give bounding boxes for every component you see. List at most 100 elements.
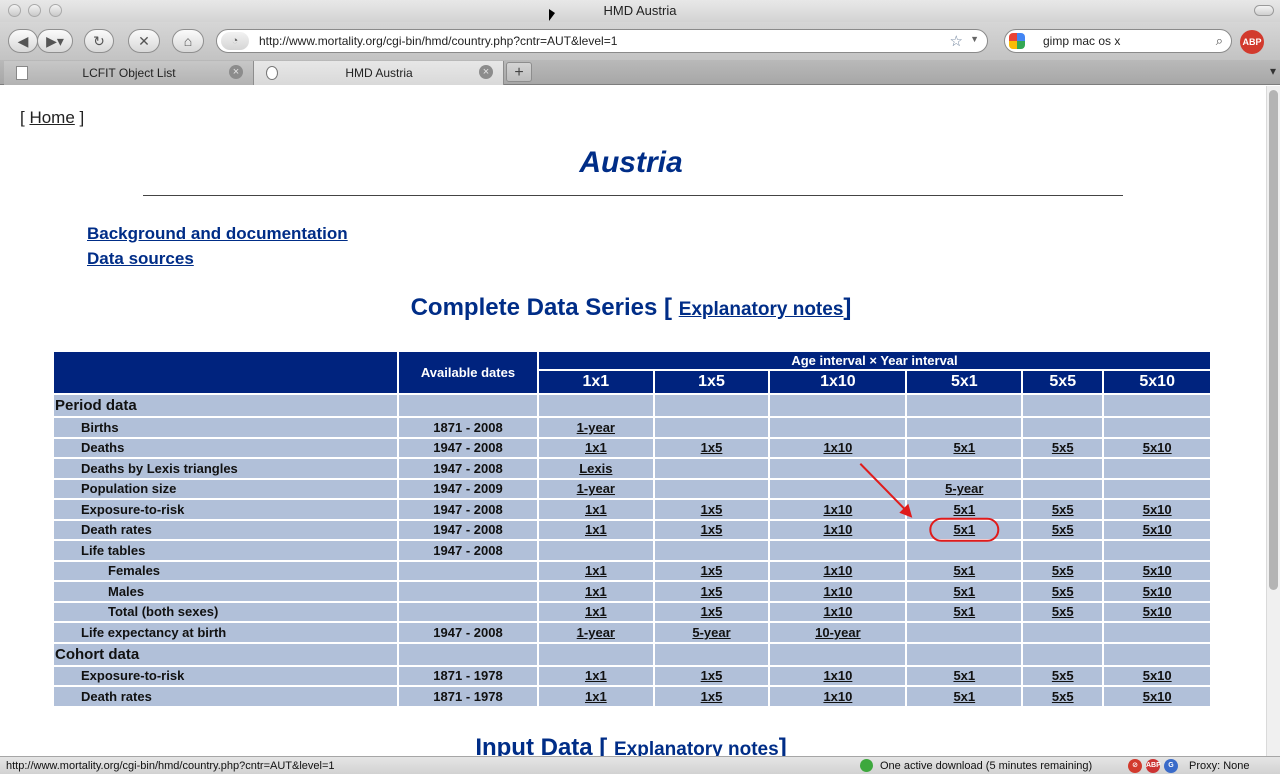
data-link[interactable]: 5x1: [953, 583, 976, 599]
data-cell: 5x10: [1104, 500, 1210, 519]
data-link[interactable]: 5x5: [1051, 501, 1074, 517]
adblock-plus-icon[interactable]: ABP: [1240, 30, 1264, 54]
data-link[interactable]: 10-year: [815, 624, 861, 640]
input-explanatory-notes-link[interactable]: Explanatory notes: [613, 739, 779, 756]
data-link[interactable]: 1x10: [823, 668, 853, 684]
data-link[interactable]: 5x10: [1142, 668, 1172, 684]
close-tab-icon[interactable]: ×: [479, 65, 493, 79]
tab-hmd-austria[interactable]: HMD Austria ×: [254, 61, 504, 85]
data-link[interactable]: 1x1: [584, 522, 607, 538]
data-link[interactable]: 1x5: [700, 501, 723, 517]
data-link[interactable]: 5x10: [1142, 583, 1172, 599]
data-link[interactable]: 1x5: [700, 563, 723, 579]
data-link[interactable]: 1x5: [700, 583, 723, 599]
data-link[interactable]: 1x1: [584, 668, 607, 684]
data-link[interactable]: 5x1: [953, 688, 976, 704]
back-button[interactable]: ◀: [8, 29, 38, 53]
data-link[interactable]: 5x10: [1142, 563, 1172, 579]
data-cell: 1-year: [539, 418, 653, 437]
magnifier-icon[interactable]: ⌕: [1215, 33, 1223, 48]
data-link[interactable]: 5x1: [953, 563, 976, 579]
data-link[interactable]: 1x1: [584, 583, 607, 599]
data-link[interactable]: 1x1: [584, 688, 607, 704]
data-link[interactable]: 1x10: [823, 604, 853, 620]
download-status[interactable]: One active download (5 minutes remaining…: [880, 760, 1093, 772]
data-link[interactable]: 5x1: [953, 440, 976, 456]
search-input[interactable]: gimp mac os x: [1043, 34, 1121, 48]
google-engine-icon[interactable]: [1009, 33, 1025, 49]
data-link[interactable]: 5x10: [1142, 604, 1172, 620]
close-tab-icon[interactable]: ×: [229, 65, 243, 79]
data-link[interactable]: 5x1: [953, 501, 976, 517]
data-sources-link[interactable]: Data sources: [87, 249, 194, 268]
data-link[interactable]: 5x5: [1051, 440, 1074, 456]
data-link[interactable]: 1x5: [700, 604, 723, 620]
search-bar[interactable]: gimp mac os x ⌕: [1004, 29, 1232, 53]
data-link[interactable]: 5x10: [1142, 522, 1172, 538]
minimize-window-button[interactable]: [28, 4, 41, 17]
data-link[interactable]: 1-year: [576, 481, 615, 497]
data-link[interactable]: 1x5: [700, 688, 723, 704]
home-button[interactable]: ⌂: [172, 29, 204, 53]
data-link[interactable]: 5x5: [1051, 688, 1074, 704]
data-link[interactable]: 1x10: [823, 501, 853, 517]
data-cell: 1x5: [654, 438, 769, 457]
data-link[interactable]: 5-year: [945, 481, 984, 497]
home-link[interactable]: Home: [29, 108, 75, 127]
table-row: Exposure-to-risk 1947 - 2008 1x1 1x5 1x10 5x1…: [54, 500, 1210, 519]
data-link[interactable]: 1x10: [823, 563, 853, 579]
data-link[interactable]: 1x5: [700, 440, 723, 456]
url-history-dropdown-icon[interactable]: ▼: [970, 34, 979, 44]
reload-button[interactable]: ↻: [84, 29, 114, 53]
data-link[interactable]: 1-year: [576, 624, 615, 640]
data-link[interactable]: 1x10: [823, 522, 853, 538]
data-link[interactable]: 1x1: [584, 501, 607, 517]
close-window-button[interactable]: [8, 4, 21, 17]
zoom-window-button[interactable]: [49, 4, 62, 17]
new-tab-button[interactable]: +: [506, 62, 532, 82]
data-link[interactable]: 1x5: [700, 668, 723, 684]
data-link[interactable]: 1x10: [823, 583, 853, 599]
data-link[interactable]: 5x1: [953, 604, 976, 620]
data-link[interactable]: 5x5: [1051, 563, 1074, 579]
explanatory-notes-link[interactable]: Explanatory notes: [678, 299, 844, 320]
status-bar: http://www.mortality.org/cgi-bin/hmd/cou…: [0, 756, 1280, 774]
data-link[interactable]: 5x1: [953, 668, 976, 684]
data-link[interactable]: 1x10: [823, 688, 853, 704]
data-link[interactable]: Lexis: [579, 460, 613, 476]
adblock-status-icon[interactable]: ABP: [1146, 759, 1161, 773]
section-title: Complete Data Series [ Explanatory notes…: [410, 294, 852, 321]
data-link[interactable]: 5x10: [1142, 501, 1172, 517]
data-link[interactable]: 1x1: [584, 440, 607, 456]
download-icon[interactable]: [860, 759, 873, 772]
vertical-scrollbar[interactable]: [1266, 86, 1280, 756]
data-link[interactable]: 5-year: [692, 624, 731, 640]
data-link[interactable]: 5x10: [1142, 440, 1172, 456]
tab-lcfit-object-list[interactable]: LCFIT Object List ×: [4, 61, 254, 85]
bookmark-star-icon[interactable]: ☆: [949, 33, 963, 50]
data-link[interactable]: 5x10: [1142, 688, 1172, 704]
data-link[interactable]: 5x5: [1051, 583, 1074, 599]
toolbar-toggle-button[interactable]: [1254, 5, 1274, 16]
background-documentation-link[interactable]: Background and documentation: [87, 224, 348, 243]
data-link[interactable]: 1x10: [823, 440, 853, 456]
row-dates: 1947 - 2008: [399, 500, 537, 519]
data-link[interactable]: 5x1: [953, 522, 976, 538]
url-input[interactable]: http://www.mortality.org/cgi-bin/hmd/cou…: [259, 34, 618, 48]
blocked-icon[interactable]: ⊘: [1128, 759, 1142, 773]
forward-button[interactable]: ▶▾: [37, 29, 73, 53]
data-link[interactable]: 5x5: [1051, 668, 1074, 684]
scrollbar-thumb[interactable]: [1269, 90, 1278, 590]
data-link[interactable]: 5x5: [1051, 522, 1074, 538]
stop-button[interactable]: ✕: [128, 29, 160, 53]
data-link[interactable]: 1-year: [576, 419, 615, 435]
data-link[interactable]: 1x1: [584, 604, 607, 620]
url-bar[interactable]: ◔ http://www.mortality.org/cgi-bin/hmd/c…: [216, 29, 988, 53]
data-link[interactable]: 1x5: [700, 522, 723, 538]
addon-icon[interactable]: G: [1164, 759, 1178, 773]
data-link[interactable]: 1x1: [584, 563, 607, 579]
site-identity-icon[interactable]: ◔: [221, 32, 249, 50]
proxy-status[interactable]: Proxy: None: [1189, 760, 1250, 772]
data-link[interactable]: 5x5: [1051, 604, 1074, 620]
tab-list-icon[interactable]: ▾: [1269, 64, 1276, 78]
